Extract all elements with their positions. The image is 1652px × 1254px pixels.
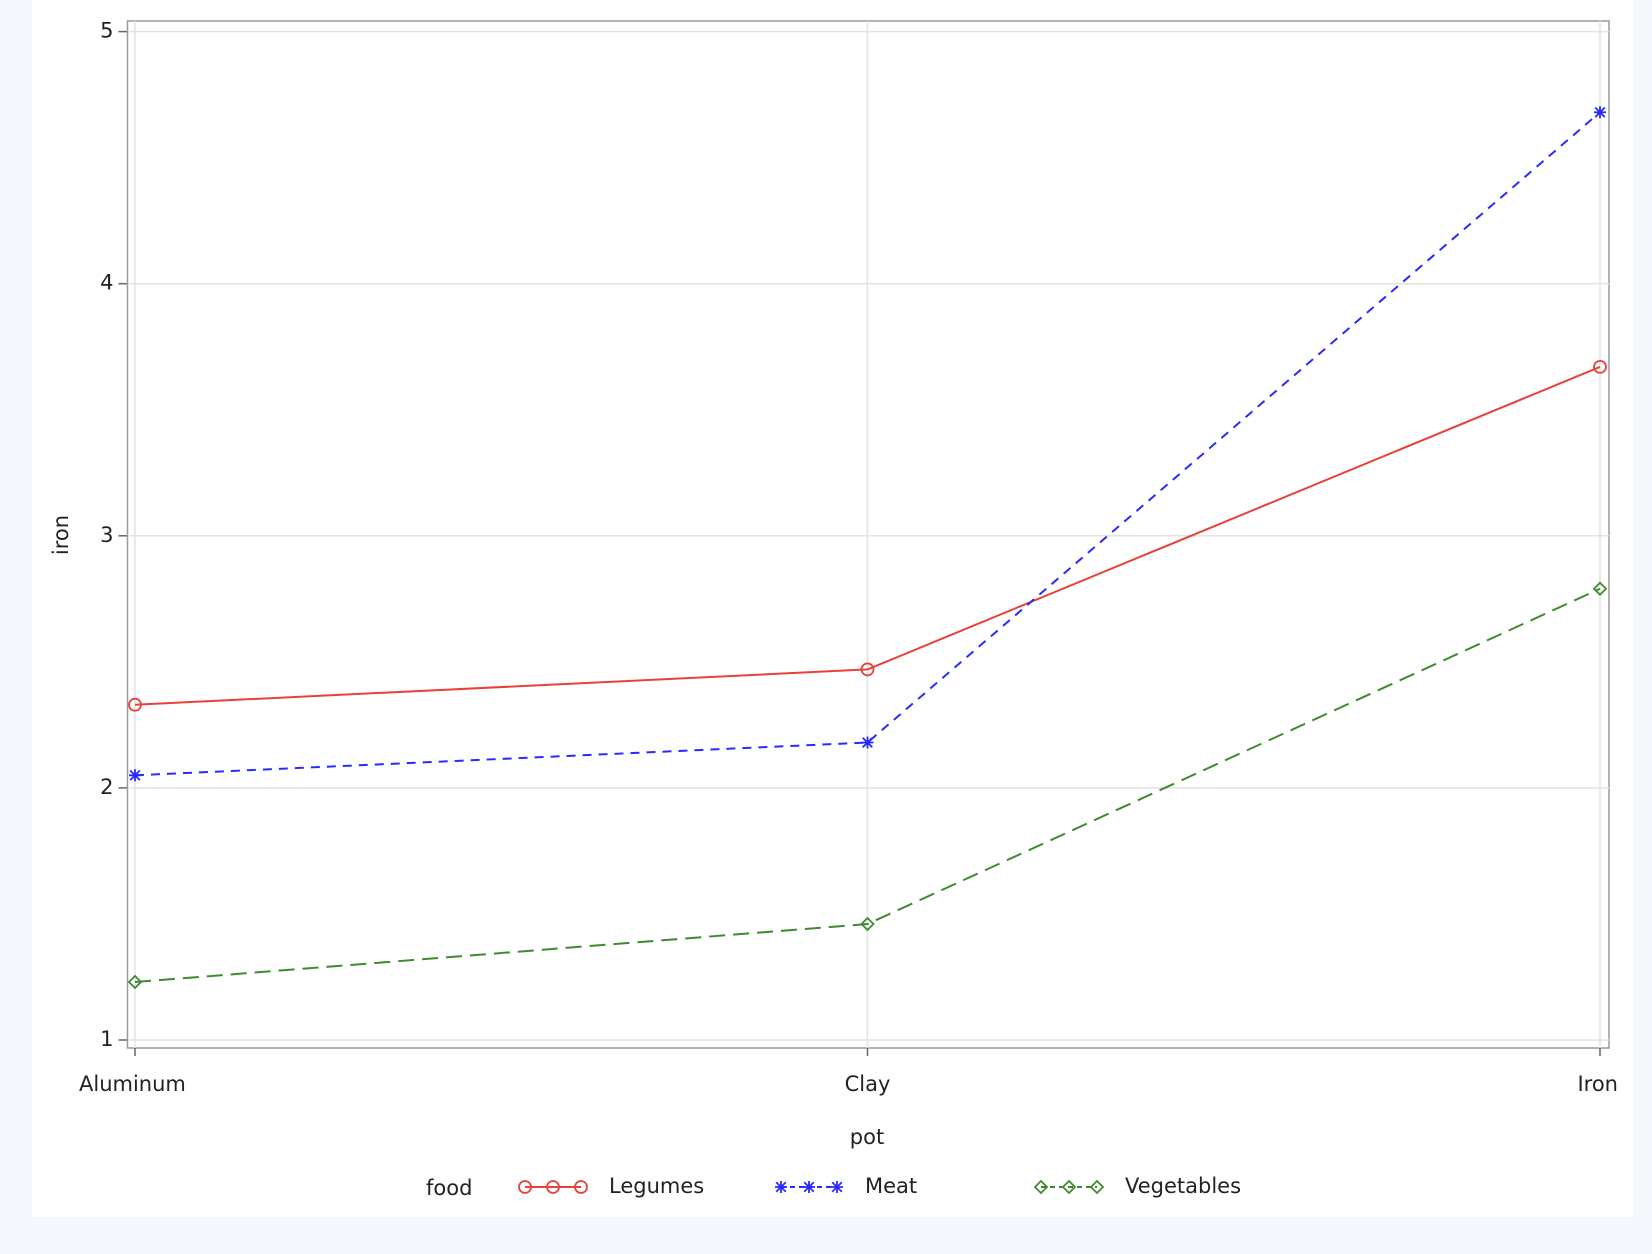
- legend-marker: [1033, 1179, 1049, 1195]
- legend-label: Meat: [865, 1174, 917, 1198]
- marker: [861, 736, 874, 749]
- panel: [32, 0, 1633, 1217]
- legend-title: food: [426, 1176, 472, 1200]
- x-tick-label: Iron: [1577, 1072, 1618, 1096]
- legend-marker: [803, 1181, 815, 1193]
- marker: [129, 769, 141, 782]
- y-tick-label: 1: [100, 1027, 113, 1051]
- legend-marker: [518, 1180, 532, 1194]
- marker: [1594, 106, 1606, 119]
- series-line: [134, 587, 1601, 984]
- y-tick-label: 3: [100, 523, 113, 547]
- series-line: [134, 365, 1601, 706]
- marker: [1593, 359, 1607, 374]
- y-tick-label: 2: [100, 775, 113, 799]
- legend-marker: [831, 1181, 843, 1193]
- marker: [860, 916, 875, 932]
- y-tick-label: 5: [100, 19, 113, 43]
- x-axis-label: pot: [850, 1125, 884, 1149]
- marker: [127, 974, 143, 990]
- x-tick-label: Aluminum: [79, 1072, 186, 1096]
- y-axis-label: iron: [49, 515, 73, 555]
- marker: [128, 697, 142, 712]
- series-line: [134, 111, 1601, 777]
- legend-marker: [1061, 1179, 1077, 1195]
- y-tick-label: 4: [100, 271, 113, 295]
- legend-marker: [574, 1180, 588, 1194]
- legend-marker: [546, 1180, 560, 1194]
- marker: [860, 662, 875, 677]
- legend-label: Legumes: [609, 1174, 704, 1198]
- legend-marker: [775, 1181, 787, 1193]
- legend-label: Vegetables: [1125, 1174, 1241, 1198]
- x-tick-label: Clay: [845, 1072, 891, 1096]
- marker: [1592, 581, 1608, 597]
- legend-marker: [1089, 1179, 1105, 1195]
